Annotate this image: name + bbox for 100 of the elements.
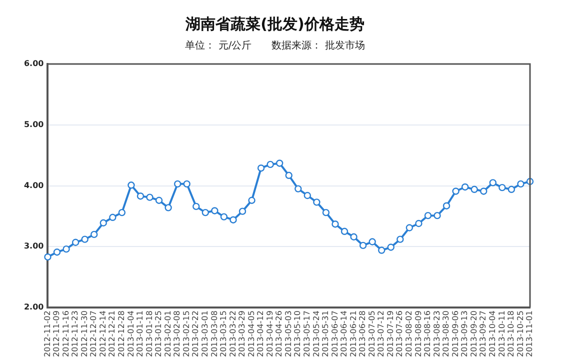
point bbox=[183, 180, 190, 188]
point bbox=[44, 253, 52, 261]
point bbox=[322, 208, 330, 216]
x-tick-label: 2013-03-22 bbox=[228, 310, 238, 358]
x-tick-label: 2013-01-25 bbox=[154, 310, 164, 358]
point bbox=[164, 204, 172, 212]
point bbox=[285, 172, 292, 180]
point bbox=[508, 186, 516, 194]
x-tick-label: 2013-06-28 bbox=[358, 310, 368, 358]
x-tick-label: 2013-07-12 bbox=[376, 310, 386, 358]
point bbox=[378, 246, 386, 254]
point bbox=[480, 188, 488, 195]
x-tick-label: 2012-12-21 bbox=[108, 310, 117, 358]
point bbox=[72, 238, 80, 246]
x-tick-label: 2013-08-16 bbox=[423, 310, 432, 358]
x-tick-label: 2013-02-15 bbox=[182, 310, 191, 358]
point bbox=[202, 208, 209, 216]
y-tick-label: 5.00 bbox=[24, 120, 44, 129]
x-tick-label: 2013-06-21 bbox=[348, 310, 358, 358]
x-tick-label: 2013-09-06 bbox=[450, 310, 460, 358]
point bbox=[230, 216, 237, 224]
point bbox=[498, 184, 506, 192]
x-tick-label: 2013-05-31 bbox=[321, 310, 330, 358]
x-tick-label: 2013-11-01 bbox=[525, 310, 534, 358]
point bbox=[248, 196, 256, 204]
point bbox=[424, 212, 432, 220]
x-tick-label: 2013-02-22 bbox=[191, 310, 200, 358]
x-tick-label: 2013-04-26 bbox=[274, 310, 284, 358]
point bbox=[434, 212, 441, 220]
x-tick-label: 2013-07-19 bbox=[386, 310, 395, 358]
x-tick-label: 2013-03-08 bbox=[210, 310, 219, 358]
point bbox=[294, 185, 302, 192]
x-tick-label: 2013-10-11 bbox=[497, 310, 506, 358]
point bbox=[313, 198, 320, 206]
point bbox=[304, 192, 312, 200]
x-tick-label: 2013-01-04 bbox=[126, 310, 136, 358]
x-tick-label: 2012-11-16 bbox=[61, 310, 70, 358]
x-tick-label: 2013-09-20 bbox=[469, 310, 478, 358]
x-tick-label: 2013-05-17 bbox=[302, 310, 312, 358]
point bbox=[128, 182, 135, 189]
x-tick-label: 2013-10-25 bbox=[516, 310, 525, 358]
x-tick-label: 2013-01-18 bbox=[144, 310, 154, 358]
y-tick-label: 3.00 bbox=[24, 242, 44, 251]
point bbox=[340, 228, 348, 236]
point bbox=[211, 207, 218, 214]
point bbox=[276, 160, 284, 167]
point bbox=[53, 248, 61, 256]
point bbox=[62, 245, 70, 253]
x-tick-label: 2013-09-13 bbox=[460, 310, 470, 358]
point bbox=[442, 202, 450, 210]
chart-title: 湖南省蔬菜(批发)价格走势 bbox=[184, 14, 364, 33]
point bbox=[415, 220, 422, 228]
point bbox=[368, 238, 376, 246]
point bbox=[359, 242, 367, 250]
x-tick-label: 2013-09-27 bbox=[478, 310, 488, 358]
x-tick-label: 2012-11-02 bbox=[42, 310, 52, 358]
x-tick-label: 2012-11-30 bbox=[80, 310, 89, 358]
point bbox=[100, 219, 107, 226]
x-tick-label: 2012-12-14 bbox=[98, 310, 108, 358]
point bbox=[489, 179, 497, 186]
x-tick-label: 2013-02-08 bbox=[172, 310, 182, 358]
x-tick-label: 2013-08-30 bbox=[442, 310, 451, 358]
point bbox=[220, 213, 228, 220]
point bbox=[332, 220, 339, 228]
x-tick-label: 2013-04-19 bbox=[265, 310, 274, 358]
x-tick-label: 2012-11-23 bbox=[70, 310, 80, 358]
x-tick-label: 2013-03-15 bbox=[219, 310, 228, 358]
x-tick-label: 2013-08-23 bbox=[432, 310, 442, 358]
x-tick-label: 2013-03-29 bbox=[238, 310, 247, 358]
x-tick-label: 2012-12-07 bbox=[89, 310, 98, 358]
point bbox=[452, 188, 460, 195]
point bbox=[192, 202, 200, 210]
x-tick-label: 2013-02-01 bbox=[163, 310, 172, 358]
y-tick-label: 2.00 bbox=[24, 302, 44, 312]
point bbox=[396, 236, 404, 243]
x-tick-label: 2013-07-26 bbox=[395, 310, 404, 358]
point bbox=[461, 183, 469, 191]
x-tick-label: 2013-08-09 bbox=[414, 310, 423, 358]
y-tick-label: 6.00 bbox=[24, 59, 44, 68]
point bbox=[109, 214, 116, 222]
point bbox=[238, 208, 246, 215]
x-tick-label: 2013-07-05 bbox=[367, 310, 376, 358]
point bbox=[155, 196, 163, 204]
point bbox=[470, 186, 478, 194]
x-tick-label: 2013-08-02 bbox=[404, 310, 414, 358]
point bbox=[146, 194, 154, 201]
x-tick-label: 2013-05-03 bbox=[284, 310, 293, 358]
x-tick-label: 2012-12-28 bbox=[117, 310, 126, 358]
point bbox=[257, 164, 265, 172]
x-tick-label: 2013-06-07 bbox=[330, 310, 340, 358]
x-tick-label: 2013-01-11 bbox=[136, 310, 145, 358]
x-tick-label: 2013-10-04 bbox=[488, 310, 497, 358]
point bbox=[387, 244, 394, 251]
point bbox=[118, 208, 126, 216]
point bbox=[136, 192, 144, 200]
x-tick-label: 2013-06-14 bbox=[340, 310, 349, 358]
point bbox=[174, 180, 182, 188]
point bbox=[90, 230, 98, 238]
y-tick-label: 4.00 bbox=[24, 180, 44, 190]
x-tick-label: 2013-04-05 bbox=[246, 310, 256, 358]
